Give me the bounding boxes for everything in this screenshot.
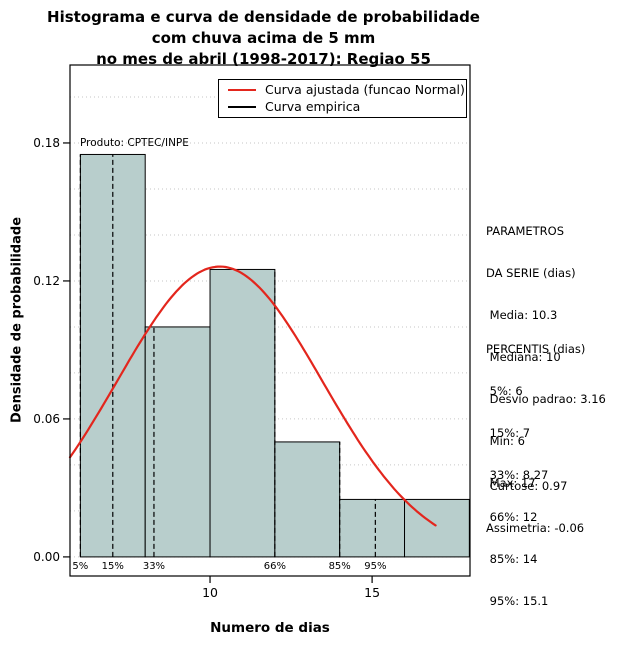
- histogram-bar: [339, 498, 406, 558]
- panel-line: 95%: 15.1: [486, 594, 549, 608]
- panel-line: Desvio padrao: 3.16: [486, 392, 606, 406]
- percentile-label: 33%: [143, 561, 165, 572]
- histogram-bar: [274, 441, 341, 558]
- y-tick-label: 0.18: [33, 136, 60, 150]
- panel-line: Assimetria: -0.06: [486, 521, 585, 535]
- title-line-2: com chuva acima de 5 mm: [151, 29, 376, 47]
- x-axis-label: Numero de dias: [210, 620, 330, 636]
- empirical-curve-swatch: [228, 106, 256, 108]
- legend-label-fitted: Curva ajustada (funcao Normal): [265, 82, 465, 97]
- histogram-bar: [144, 326, 211, 558]
- percentile-label: 95%: [364, 561, 386, 572]
- y-tick-label: 0.12: [33, 274, 60, 288]
- product-watermark: Produto: CPTEC/INPE: [80, 137, 189, 149]
- panel-line: PERCENTIS (dias): [486, 342, 586, 356]
- legend-item-empirical: Curva empirica: [228, 100, 466, 114]
- legend: Curva ajustada (funcao Normal) Curva emp…: [218, 79, 467, 118]
- title-line-1: Histograma e curva de densidade de proba…: [47, 8, 480, 26]
- panel-line: Media: 10.3: [486, 308, 558, 322]
- moments-panel: Curtose: 0.97 Assimetria: -0.06: [486, 451, 584, 563]
- fitted-normal-curve: [68, 265, 437, 527]
- y-tick-label: 0.06: [33, 412, 60, 426]
- series-parameters-panel: PARAMETROS DA SERIE (dias) Media: 10.3 M…: [486, 196, 606, 518]
- panel-line: Curtose: 0.97: [486, 479, 568, 493]
- panel-line: Mediana: 10: [486, 350, 561, 364]
- legend-item-fitted: Curva ajustada (funcao Normal): [228, 83, 466, 97]
- chart-title: Histograma e curva de densidade de proba…: [0, 7, 527, 70]
- x-tick-label: 15: [364, 585, 380, 600]
- title-line-3: no mes de abril (1998-2017): Regiao 55: [96, 50, 431, 68]
- percentile-label: 85%: [329, 561, 351, 572]
- percentiles-panel: PERCENTIS (dias) 5%: 6 15%: 7 33%: 8.27 …: [486, 314, 585, 636]
- panel-line: PARAMETROS: [486, 224, 565, 238]
- plot-border: [69, 64, 471, 577]
- panel-line: Max: 17: [486, 476, 536, 490]
- panel-line: 15%: 7: [486, 426, 531, 440]
- percentile-label: 5%: [72, 561, 88, 572]
- panel-line: 5%: 6: [486, 384, 523, 398]
- y-axis-label: Densidade de probabilidade: [9, 216, 25, 424]
- panel-line: Min: 6: [486, 434, 525, 448]
- percentile-label: 15%: [102, 561, 124, 572]
- fitted-curve-swatch: [228, 89, 256, 91]
- panel-line: 33%: 8.27: [486, 468, 549, 482]
- x-tick-label: 10: [202, 585, 218, 600]
- panel-line: 66%: 12: [486, 510, 538, 524]
- panel-line: 85%: 14: [486, 552, 538, 566]
- percentile-label: 66%: [264, 561, 286, 572]
- panel-line: DA SERIE (dias): [486, 266, 576, 280]
- legend-label-empirical: Curva empirica: [265, 99, 361, 114]
- histogram-bar: [209, 268, 276, 558]
- y-tick-label: 0.00: [33, 550, 60, 564]
